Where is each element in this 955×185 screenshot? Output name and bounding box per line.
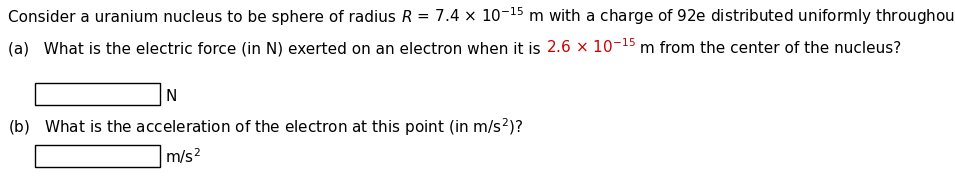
Text: = 7.4 × 10$^{-15}$ m with a charge of 92e distributed uniformly throughout its v: = 7.4 × 10$^{-15}$ m with a charge of 92…	[412, 5, 955, 27]
Text: m from the center of the nucleus?: m from the center of the nucleus?	[635, 41, 902, 56]
FancyBboxPatch shape	[35, 83, 160, 105]
Text: Consider a uranium nucleus to be sphere of radius: Consider a uranium nucleus to be sphere …	[8, 10, 401, 25]
Text: (a)   What is the electric force (in N) exerted on an electron when it is: (a) What is the electric force (in N) ex…	[8, 41, 545, 56]
Text: $R$: $R$	[401, 9, 412, 25]
Text: (b)   What is the acceleration of the electron at this point (in m/s$^{2}$)?: (b) What is the acceleration of the elec…	[8, 116, 523, 138]
Text: 2.6 × 10$^{-15}$: 2.6 × 10$^{-15}$	[545, 37, 635, 56]
FancyBboxPatch shape	[35, 145, 160, 167]
Text: N: N	[165, 89, 177, 104]
Text: m/s$^{2}$: m/s$^{2}$	[165, 146, 201, 166]
